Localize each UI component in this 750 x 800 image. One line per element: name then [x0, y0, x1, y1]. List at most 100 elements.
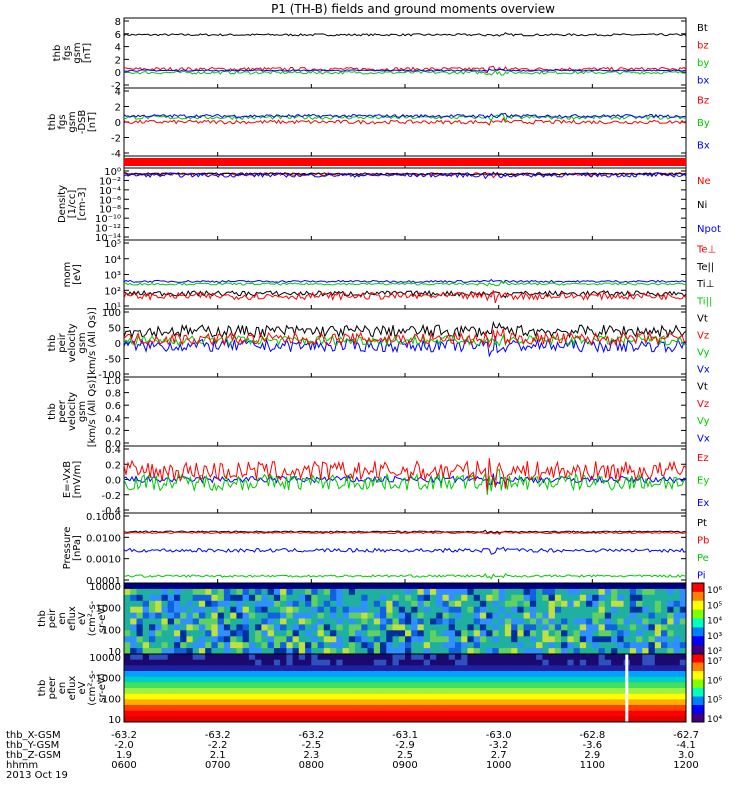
spectrogram-cell	[336, 693, 343, 700]
y-axis-label: peer	[47, 676, 58, 700]
x-axis-value: 1.9	[116, 750, 132, 761]
spectrogram-cell	[679, 612, 687, 619]
spectrogram-cell	[180, 630, 187, 637]
spectrogram-cell	[149, 606, 156, 614]
spectrogram-cell	[280, 688, 287, 695]
spectrogram-cell	[273, 624, 281, 631]
spectrogram-cell	[448, 682, 456, 689]
spectrogram-cell	[486, 699, 493, 706]
spectrogram-cell	[473, 624, 481, 631]
spectrogram-cell	[667, 636, 674, 643]
spectrogram-cell	[267, 659, 275, 666]
spectrogram-cell	[167, 642, 175, 649]
spectrogram-cell	[386, 716, 393, 723]
spectrogram-cell	[261, 594, 269, 602]
spectrogram-cell	[311, 648, 318, 655]
spectrogram-cell	[567, 671, 575, 678]
spectrogram-cell	[248, 682, 256, 689]
spectrogram-cell	[373, 705, 381, 712]
spectrogram-cell	[367, 600, 375, 608]
spectrogram-cell	[642, 654, 649, 661]
spectrogram-cell	[336, 710, 343, 717]
spectrogram-cell	[149, 654, 156, 661]
spectrogram-cell	[292, 682, 300, 689]
spectrogram-cell	[648, 583, 656, 590]
spectrogram-cell	[504, 671, 512, 678]
spectrogram-cell	[130, 716, 137, 723]
spectrogram-cell	[361, 693, 368, 700]
spectrogram-cell	[223, 600, 231, 608]
spectrogram-cell	[392, 594, 400, 602]
spectrogram-cell	[386, 671, 393, 678]
spectrogram-cell	[255, 693, 262, 700]
spectrogram-cell	[230, 676, 237, 683]
spectrogram-cell	[211, 606, 219, 614]
spectrogram-cell	[430, 665, 437, 672]
spectrogram-cell	[461, 665, 468, 672]
spectrogram-cell	[548, 630, 556, 637]
spectrogram-cell	[186, 676, 194, 683]
spectrogram-cell	[667, 665, 674, 672]
spectrogram-cell	[217, 659, 225, 666]
spectrogram-cell	[523, 671, 531, 678]
spectrogram-cell	[636, 594, 643, 602]
spectrogram-cell	[298, 618, 306, 625]
spectrogram-cell	[298, 659, 306, 666]
spectrogram-cell	[430, 606, 437, 614]
spectrogram-cell	[217, 624, 225, 631]
spectrogram-cell	[473, 654, 481, 661]
spectrogram-cell	[205, 618, 212, 625]
spectrogram-cell	[436, 705, 443, 712]
y-axis-label: fgs	[57, 114, 68, 129]
spectrogram-cell	[411, 618, 418, 625]
spectrogram-cell	[342, 594, 350, 602]
spectrogram-cell	[611, 583, 618, 590]
spectrogram-cell	[504, 705, 512, 712]
spectrogram-cell	[467, 676, 475, 683]
spectrogram-cell	[330, 606, 337, 614]
spectrogram-cell	[311, 659, 318, 666]
spectrogram-cell	[273, 654, 281, 661]
spectrogram-cell	[486, 588, 493, 596]
spectrogram-cell	[248, 618, 256, 625]
spectrogram-cell	[398, 688, 406, 695]
spectrogram-cell	[523, 618, 531, 625]
spectrogram-cell	[617, 710, 624, 717]
spectrogram-cell	[180, 606, 187, 614]
spectrogram-cell	[124, 654, 131, 661]
spectrogram-cell	[567, 676, 575, 683]
spectrogram-cell	[130, 693, 137, 700]
spectrogram-cell	[223, 716, 231, 723]
spectrogram-cell	[586, 612, 593, 619]
spectrogram-cell	[423, 699, 431, 706]
spectrogram-cell	[280, 606, 287, 614]
spectrogram-cell	[167, 588, 175, 596]
spectrogram-cell	[267, 630, 275, 637]
spectrogram-cell	[611, 716, 618, 723]
spectrogram-cell	[430, 618, 437, 625]
series-vz	[123, 328, 687, 349]
spectrogram-cell	[423, 671, 431, 678]
spectrogram-cell	[367, 682, 375, 689]
spectrogram-cell	[367, 688, 375, 695]
spectrogram-cell	[492, 699, 500, 706]
spectrogram-cell	[586, 606, 593, 614]
spectrogram-cell	[517, 636, 525, 643]
spectrogram-cell	[348, 648, 356, 655]
spectrogram-cell	[467, 594, 475, 602]
spectrogram-cell	[542, 699, 550, 706]
spectrogram-cell	[180, 600, 187, 608]
spectrogram-cell	[536, 630, 543, 637]
spectrogram-cell	[579, 671, 587, 678]
spectrogram-cell	[573, 588, 581, 596]
spectrogram-cell	[573, 659, 581, 666]
spectrogram-cell	[186, 659, 194, 666]
spectrogram-cell	[573, 682, 581, 689]
spectrogram-cell	[629, 654, 637, 661]
spectrogram-cell	[461, 642, 468, 649]
spectrogram-cell	[586, 624, 593, 631]
spectrogram-cell	[586, 676, 593, 683]
spectrogram-cell	[592, 705, 599, 712]
spectrogram-cell	[405, 710, 412, 717]
spectrogram-cell	[411, 654, 418, 661]
